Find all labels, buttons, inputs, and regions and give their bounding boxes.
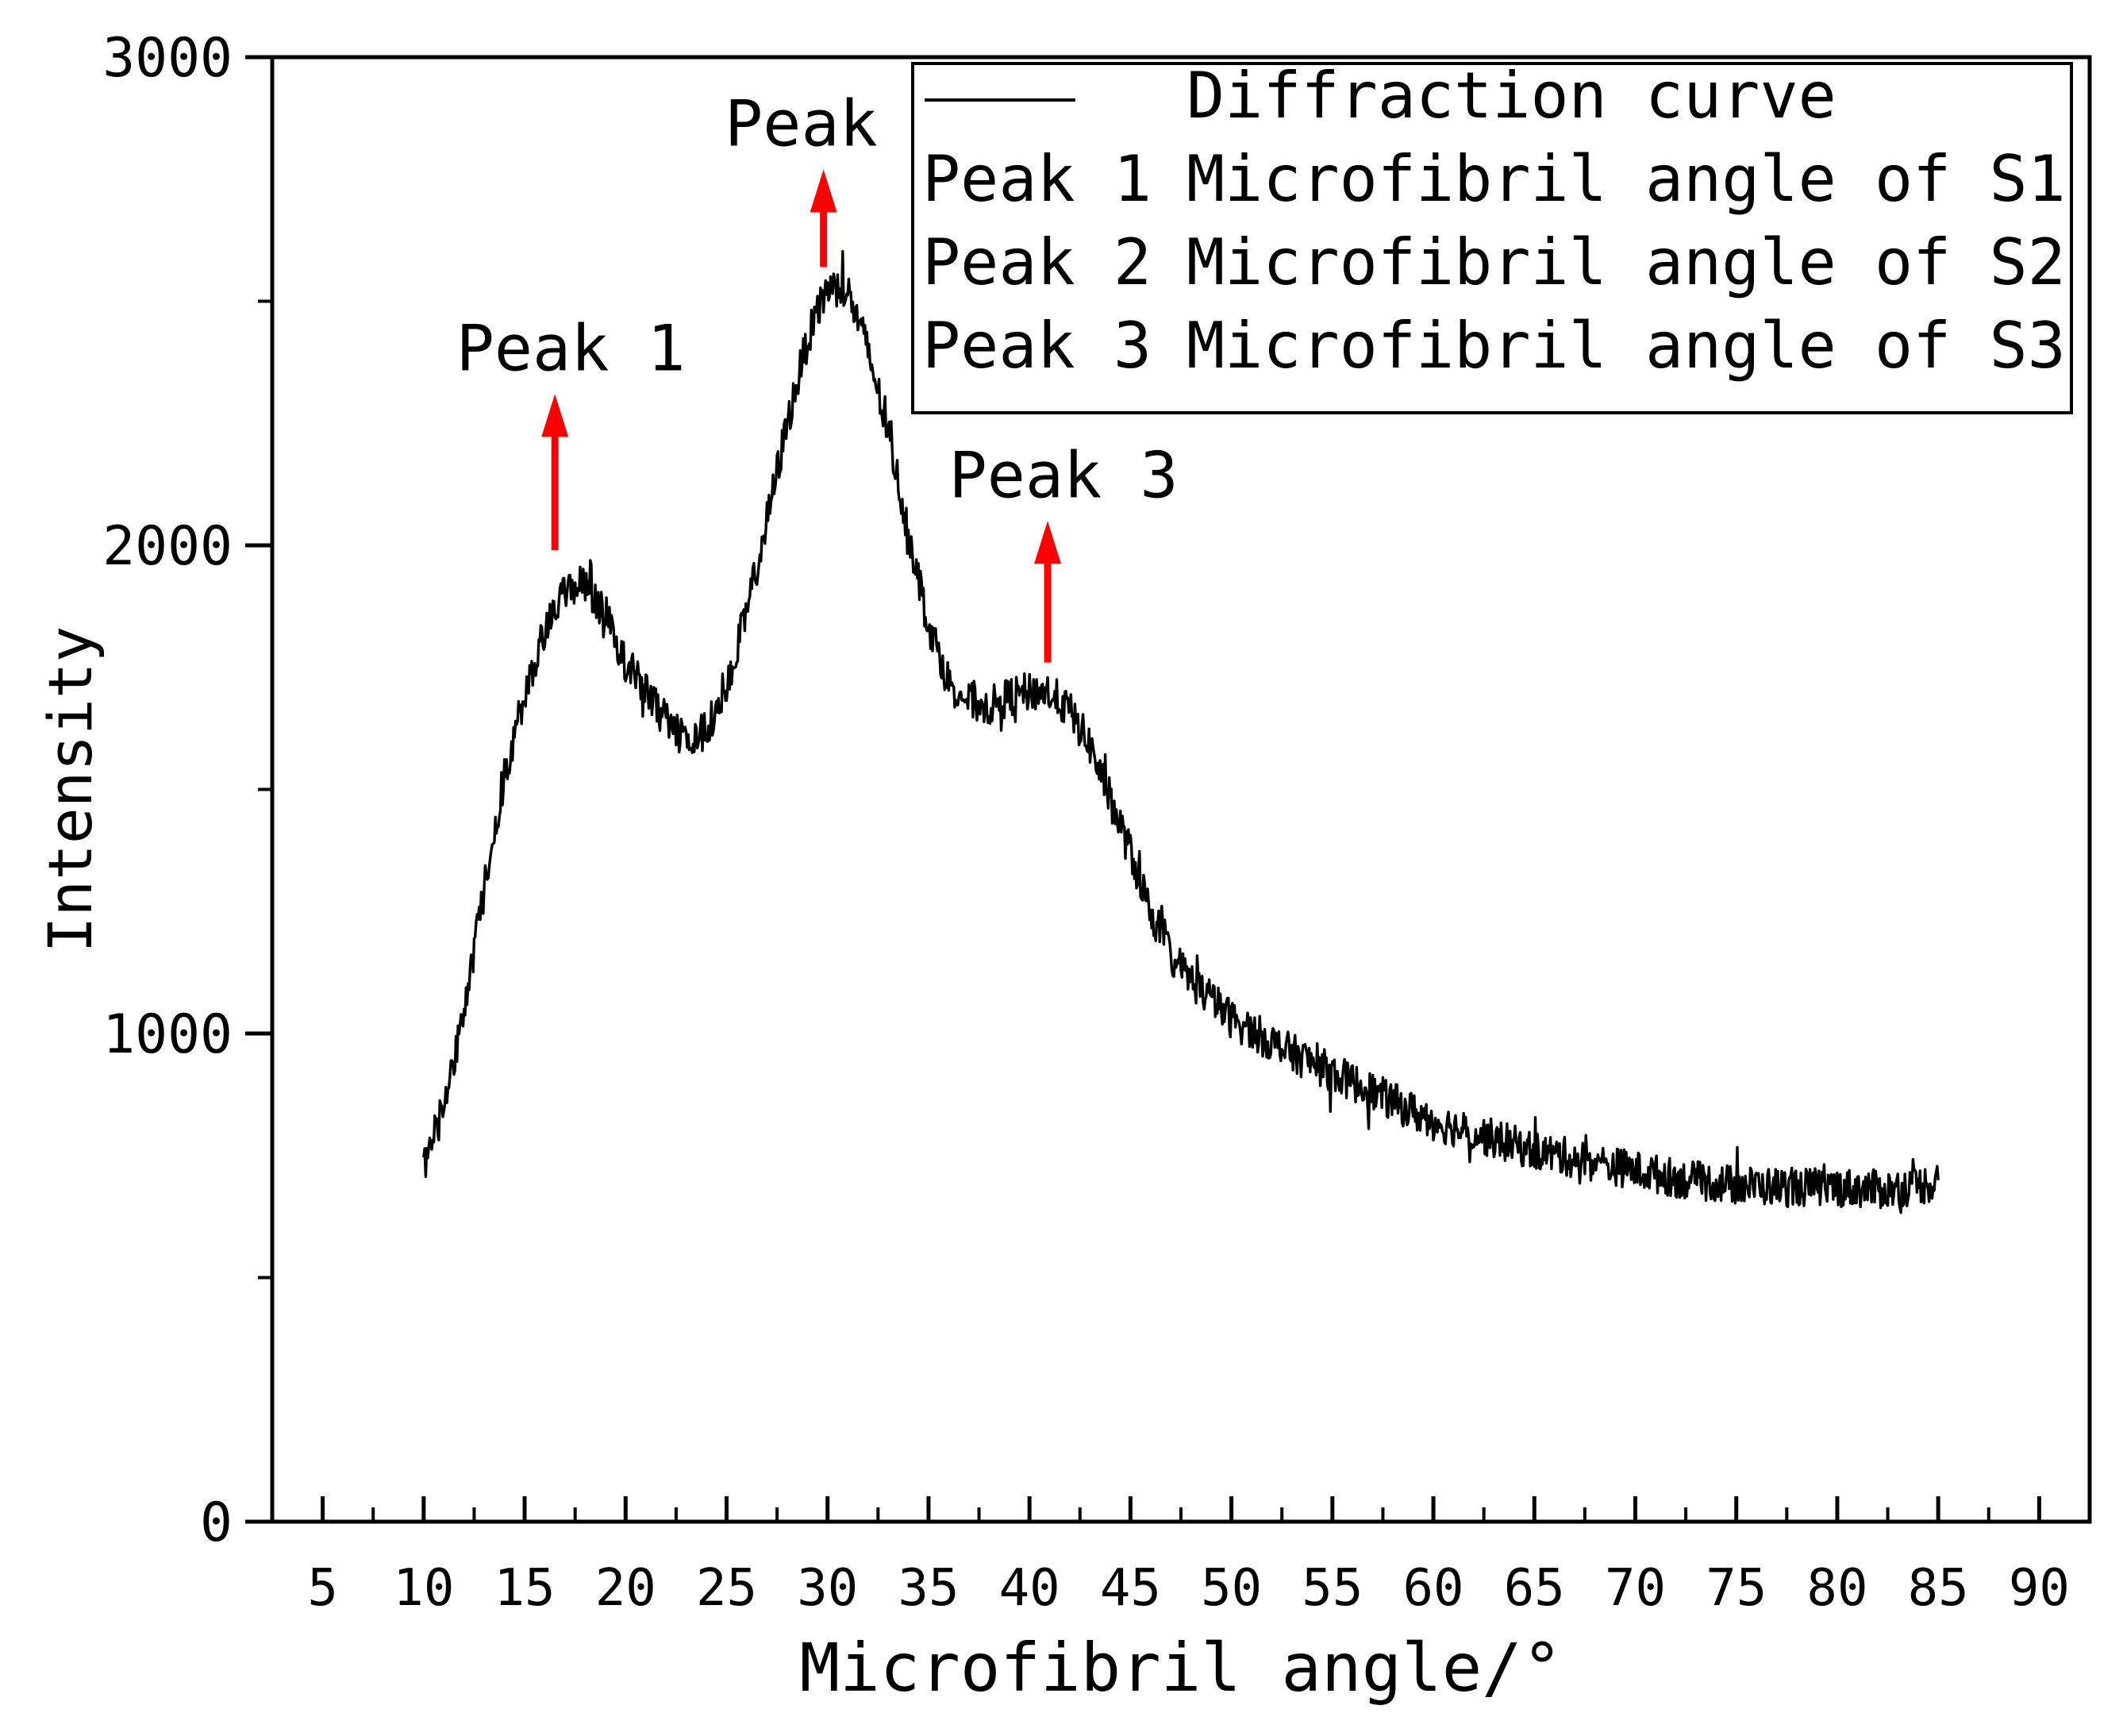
x-tick-label: 20 [595, 1559, 656, 1618]
legend-prefix: Peak 1 [922, 142, 1152, 216]
x-tick-label: 60 [1403, 1559, 1464, 1618]
legend-label: Microfibril angle of S1 [1186, 142, 2066, 216]
y-axis-label: Intensity [35, 626, 106, 953]
x-tick-label: 15 [494, 1559, 556, 1618]
legend: Diffraction curve Peak 1 Microfibril angle… [911, 59, 2073, 414]
legend-item: Peak 1 Microfibril angle of S1 [922, 142, 2066, 216]
legend-item: Diffraction curve [925, 59, 1836, 133]
x-tick-label: 65 [1504, 1559, 1565, 1618]
x-tick-label: 80 [1806, 1559, 1867, 1618]
legend-label: Diffraction curve [1186, 59, 1836, 133]
x-tick-label: 5 [307, 1559, 338, 1618]
x-tick-label: 10 [393, 1559, 454, 1618]
x-tick-label: 25 [696, 1559, 757, 1618]
series-line-0 [422, 250, 1940, 1214]
y-tick-label: 0 [200, 1492, 233, 1554]
peak-label: Peak 1 [456, 311, 686, 385]
peak-label: Peak 3 [949, 438, 1179, 512]
y-tick-label: 3000 [102, 27, 233, 90]
x-axis: 5 10 15 20 25 30 35 40 45 50 55 60 65 70 75 80 85 90 [271, 1496, 2091, 1618]
peak-arrow-head [541, 394, 569, 437]
x-tick-label: 45 [1100, 1559, 1161, 1618]
legend-label: Microfibril angle of S3 [1186, 309, 2066, 383]
peak-arrow-head [1034, 521, 1062, 564]
x-tick-label: 50 [1201, 1559, 1262, 1618]
legend-item: Peak 2 Microfibril angle of S2 [922, 225, 2066, 299]
x-tick-label: 40 [999, 1559, 1060, 1618]
x-axis-label: Microfibril angle/° [800, 1629, 1563, 1707]
x-tick-label: 30 [797, 1559, 858, 1618]
x-tick-label: 55 [1302, 1559, 1363, 1618]
legend-label: Microfibril angle of S2 [1186, 225, 2066, 299]
x-tick-label: 85 [1908, 1559, 1969, 1618]
x-tick-label: 70 [1605, 1559, 1666, 1618]
legend-item: Peak 3 Microfibril angle of S3 [922, 309, 2066, 383]
y-tick-label: 2000 [102, 515, 233, 578]
peak-arrow-head [810, 169, 837, 213]
legend-box [911, 62, 2073, 414]
legend-prefix: Peak 3 [922, 309, 1152, 383]
y-tick-label: 1000 [102, 1003, 233, 1066]
x-tick-label: 75 [1706, 1559, 1767, 1618]
x-tick-label: 90 [2009, 1559, 2070, 1618]
legend-prefix: Peak 2 [922, 225, 1152, 299]
y-axis: 0 1000 2000 3000 [102, 27, 272, 1554]
x-tick-label: 35 [898, 1559, 959, 1618]
series-layer [422, 250, 1940, 1214]
